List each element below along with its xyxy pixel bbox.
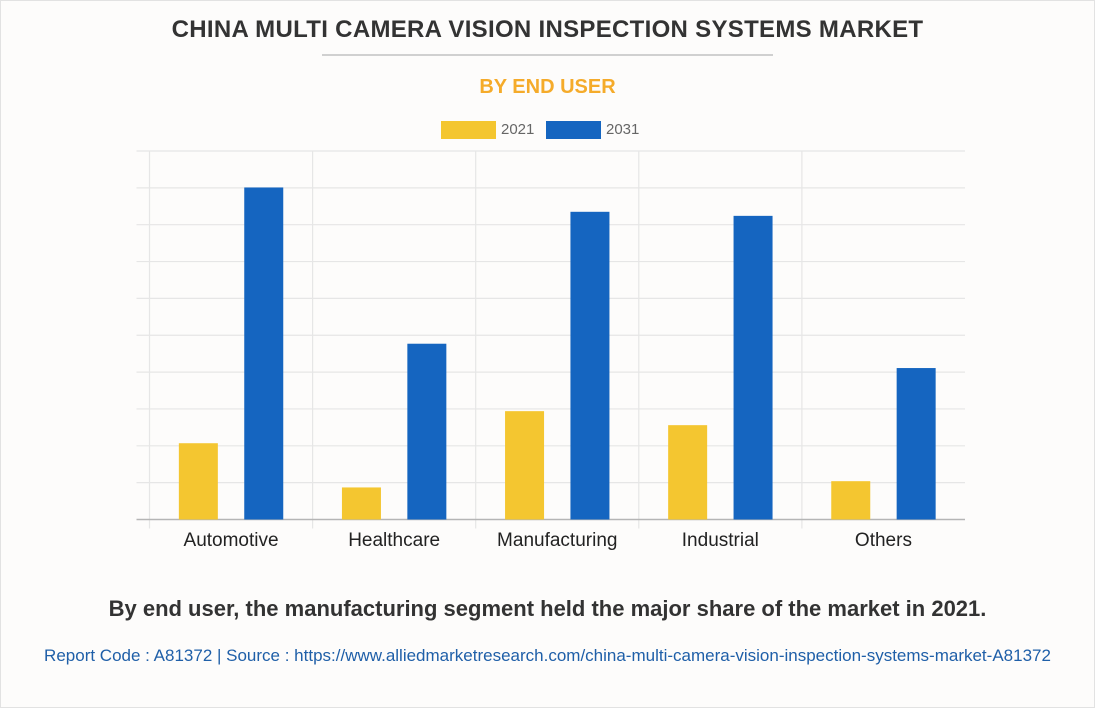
bar-automotive-2031[interactable] bbox=[244, 187, 284, 520]
legend: 2021 2031 bbox=[0, 120, 1095, 140]
bar-others-2031[interactable] bbox=[896, 368, 936, 520]
bar-manufacturing-2031[interactable] bbox=[570, 211, 610, 520]
bar-others-2021[interactable] bbox=[831, 481, 871, 520]
chart-subtitle: BY END USER bbox=[479, 76, 616, 98]
legend-swatch-2021 bbox=[441, 121, 496, 139]
x-axis-ticks: Automotive Healthcare Manufacturing Industr… bbox=[184, 530, 912, 551]
x-tick-label: Healthcare bbox=[348, 530, 440, 551]
legend-swatch-2031 bbox=[546, 121, 601, 139]
x-tick-label: Automotive bbox=[184, 530, 279, 551]
chart-title: CHINA MULTI CAMERA VISION INSPECTION SYS… bbox=[171, 16, 924, 43]
bar-industrial-2021[interactable] bbox=[668, 425, 708, 520]
x-tick-label: Manufacturing bbox=[497, 530, 617, 551]
bars bbox=[178, 187, 936, 520]
bar-industrial-2031[interactable] bbox=[733, 215, 773, 520]
x-tick-label: Others bbox=[855, 530, 912, 551]
title-divider bbox=[322, 54, 773, 56]
bar-chart: Automotive Healthcare Manufacturing Industr… bbox=[136, 150, 965, 551]
source-link[interactable]: Report Code : A81372 | Source : https://… bbox=[44, 646, 1051, 665]
chart-caption: By end user, the manufacturing segment h… bbox=[108, 596, 987, 621]
x-tick-label: Industrial bbox=[682, 530, 759, 551]
legend-label-2031: 2031 bbox=[606, 121, 640, 138]
bar-healthcare-2021[interactable] bbox=[341, 487, 381, 520]
bar-manufacturing-2021[interactable] bbox=[505, 411, 545, 520]
legend-label-2021: 2021 bbox=[501, 121, 535, 138]
bar-automotive-2021[interactable] bbox=[178, 443, 218, 520]
bar-healthcare-2031[interactable] bbox=[407, 343, 447, 520]
